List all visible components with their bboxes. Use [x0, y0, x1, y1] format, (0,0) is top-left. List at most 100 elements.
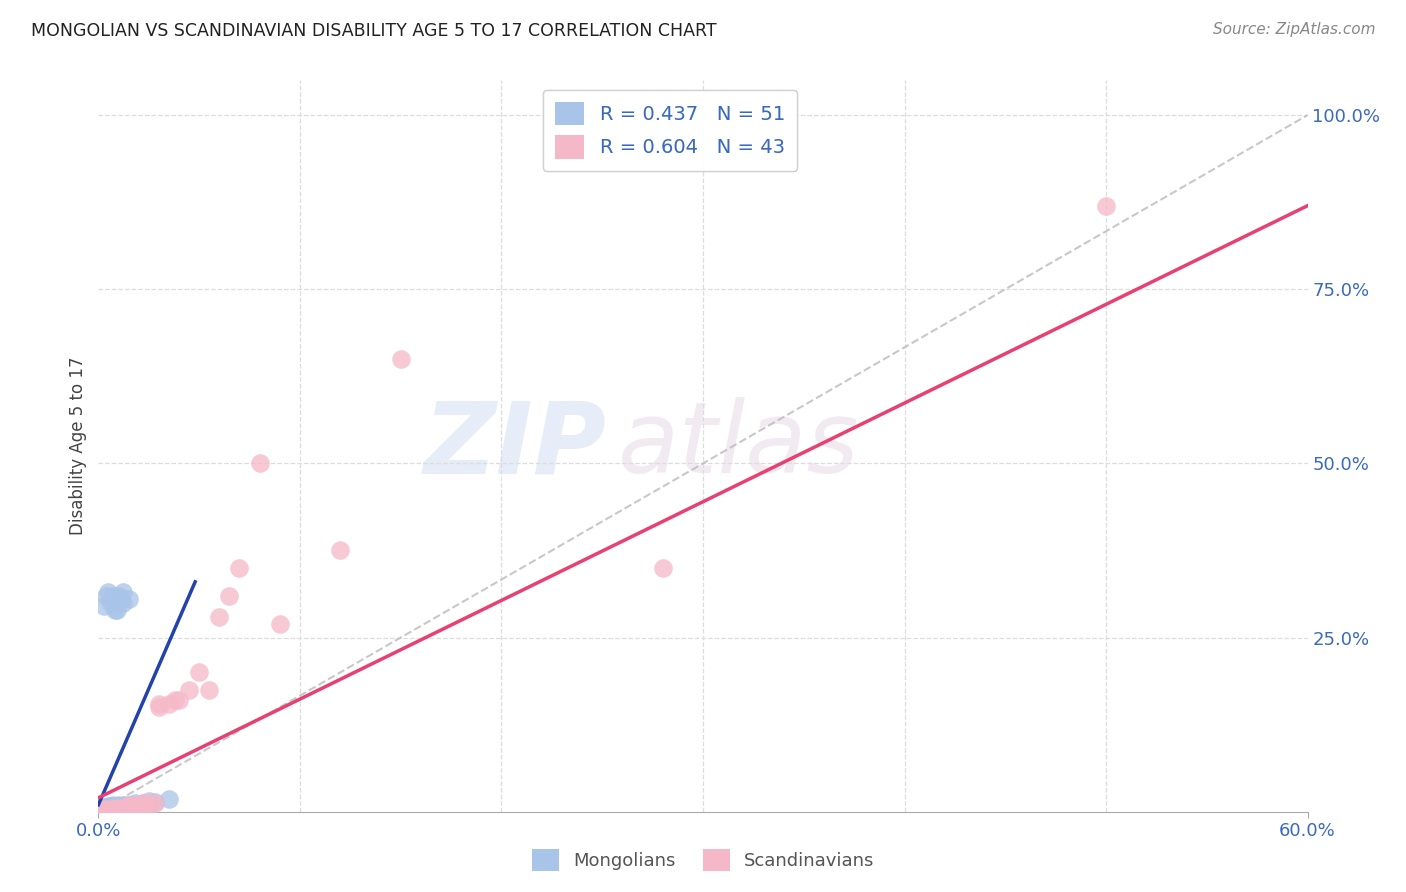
- Point: [128, 797, 150, 812]
- Point: [132, 797, 155, 811]
- Point: [105, 802, 128, 816]
- Point: [143, 797, 166, 811]
- Point: [114, 800, 136, 814]
- Point: [120, 799, 142, 814]
- Point: [101, 803, 124, 817]
- Point: [208, 609, 231, 624]
- Point: [91, 803, 114, 817]
- Point: [107, 798, 129, 813]
- Point: [100, 803, 122, 817]
- Point: [157, 792, 180, 806]
- Point: [118, 592, 141, 607]
- Point: [93, 801, 115, 815]
- Point: [96, 802, 118, 816]
- Point: [132, 797, 155, 811]
- Point: [111, 800, 134, 814]
- Point: [107, 801, 129, 815]
- Point: [96, 589, 118, 603]
- Point: [89, 804, 111, 818]
- Point: [188, 665, 211, 680]
- Text: atlas: atlas: [619, 398, 860, 494]
- Point: [329, 543, 352, 558]
- Point: [101, 802, 124, 816]
- Point: [100, 801, 122, 815]
- Point: [93, 802, 115, 816]
- Point: [89, 804, 111, 818]
- Point: [97, 802, 120, 816]
- Legend: R = 0.437   N = 51, R = 0.604   N = 43: R = 0.437 N = 51, R = 0.604 N = 43: [544, 90, 797, 170]
- Point: [103, 800, 125, 814]
- Point: [1095, 199, 1118, 213]
- Text: Source: ZipAtlas.com: Source: ZipAtlas.com: [1212, 22, 1375, 37]
- Text: ZIP: ZIP: [423, 398, 606, 494]
- Point: [118, 797, 141, 812]
- Point: [89, 803, 111, 817]
- Point: [163, 693, 186, 707]
- Point: [97, 803, 120, 817]
- Point: [143, 795, 166, 809]
- Point: [103, 803, 125, 817]
- Point: [97, 802, 120, 816]
- Point: [97, 803, 120, 817]
- Point: [118, 798, 141, 813]
- Point: [93, 803, 115, 817]
- Point: [97, 800, 120, 814]
- Point: [138, 797, 160, 812]
- Point: [111, 800, 134, 814]
- Point: [96, 803, 118, 817]
- Point: [101, 589, 124, 603]
- Point: [100, 799, 122, 814]
- Point: [138, 794, 160, 808]
- Point: [110, 800, 132, 814]
- Point: [167, 693, 190, 707]
- Point: [91, 803, 114, 817]
- Point: [93, 804, 115, 818]
- Point: [157, 697, 180, 711]
- Point: [93, 599, 115, 614]
- Point: [124, 797, 146, 811]
- Point: [103, 802, 125, 816]
- Point: [107, 589, 129, 603]
- Point: [111, 596, 134, 610]
- Y-axis label: Disability Age 5 to 17: Disability Age 5 to 17: [69, 357, 87, 535]
- Point: [120, 798, 142, 813]
- Point: [115, 799, 138, 814]
- Point: [105, 603, 128, 617]
- Point: [100, 803, 122, 817]
- Point: [228, 561, 250, 575]
- Point: [138, 797, 160, 811]
- Point: [96, 800, 118, 814]
- Point: [91, 802, 114, 816]
- Point: [179, 682, 201, 697]
- Point: [198, 682, 221, 697]
- Point: [96, 803, 118, 817]
- Point: [91, 803, 114, 817]
- Point: [124, 797, 146, 812]
- Point: [101, 800, 124, 814]
- Point: [148, 700, 170, 714]
- Point: [103, 603, 125, 617]
- Point: [249, 457, 271, 471]
- Point: [93, 803, 115, 817]
- Point: [107, 801, 129, 815]
- Point: [110, 592, 132, 607]
- Point: [148, 697, 170, 711]
- Point: [103, 801, 125, 815]
- Point: [111, 585, 134, 599]
- Point: [269, 616, 291, 631]
- Point: [118, 800, 141, 814]
- Point: [97, 799, 120, 814]
- Point: [105, 802, 128, 816]
- Point: [389, 351, 412, 366]
- Point: [110, 800, 132, 814]
- Point: [651, 561, 673, 575]
- Point: [100, 596, 122, 610]
- Point: [91, 800, 114, 814]
- Point: [105, 799, 128, 814]
- Point: [97, 585, 120, 599]
- Text: MONGOLIAN VS SCANDINAVIAN DISABILITY AGE 5 TO 17 CORRELATION CHART: MONGOLIAN VS SCANDINAVIAN DISABILITY AGE…: [31, 22, 717, 40]
- Legend: Mongolians, Scandinavians: Mongolians, Scandinavians: [524, 842, 882, 879]
- Point: [128, 797, 150, 812]
- Point: [218, 589, 240, 603]
- Point: [114, 798, 136, 813]
